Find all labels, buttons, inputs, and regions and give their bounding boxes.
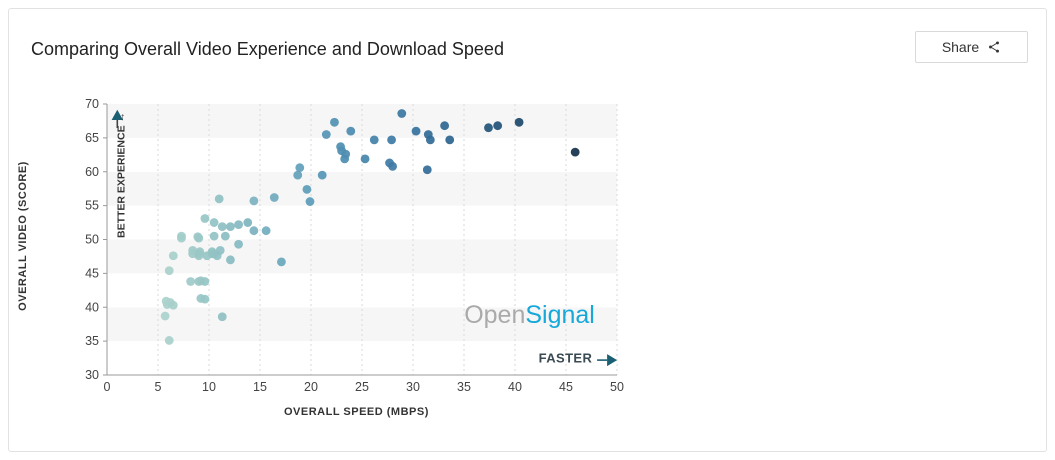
- svg-text:35: 35: [85, 334, 99, 348]
- svg-text:FASTER: FASTER: [539, 350, 593, 365]
- svg-text:15: 15: [253, 380, 267, 394]
- svg-text:45: 45: [85, 266, 99, 280]
- svg-text:20: 20: [304, 380, 318, 394]
- svg-text:0: 0: [104, 380, 111, 394]
- svg-text:45: 45: [559, 380, 573, 394]
- svg-text:40: 40: [508, 380, 522, 394]
- svg-text:25: 25: [355, 380, 369, 394]
- svg-text:50: 50: [610, 380, 624, 394]
- svg-text:50: 50: [85, 233, 99, 247]
- svg-text:30: 30: [85, 368, 99, 382]
- svg-text:BETTER EXPERIENCE →: BETTER EXPERIENCE →: [116, 112, 128, 238]
- svg-text:60: 60: [85, 165, 99, 179]
- svg-text:OpenSignal: OpenSignal: [464, 301, 595, 329]
- svg-text:35: 35: [457, 380, 471, 394]
- svg-text:5: 5: [155, 380, 162, 394]
- svg-text:55: 55: [85, 199, 99, 213]
- svg-text:30: 30: [406, 380, 420, 394]
- svg-text:40: 40: [85, 300, 99, 314]
- svg-text:70: 70: [85, 97, 99, 111]
- svg-text:10: 10: [202, 380, 216, 394]
- svg-text:65: 65: [85, 131, 99, 145]
